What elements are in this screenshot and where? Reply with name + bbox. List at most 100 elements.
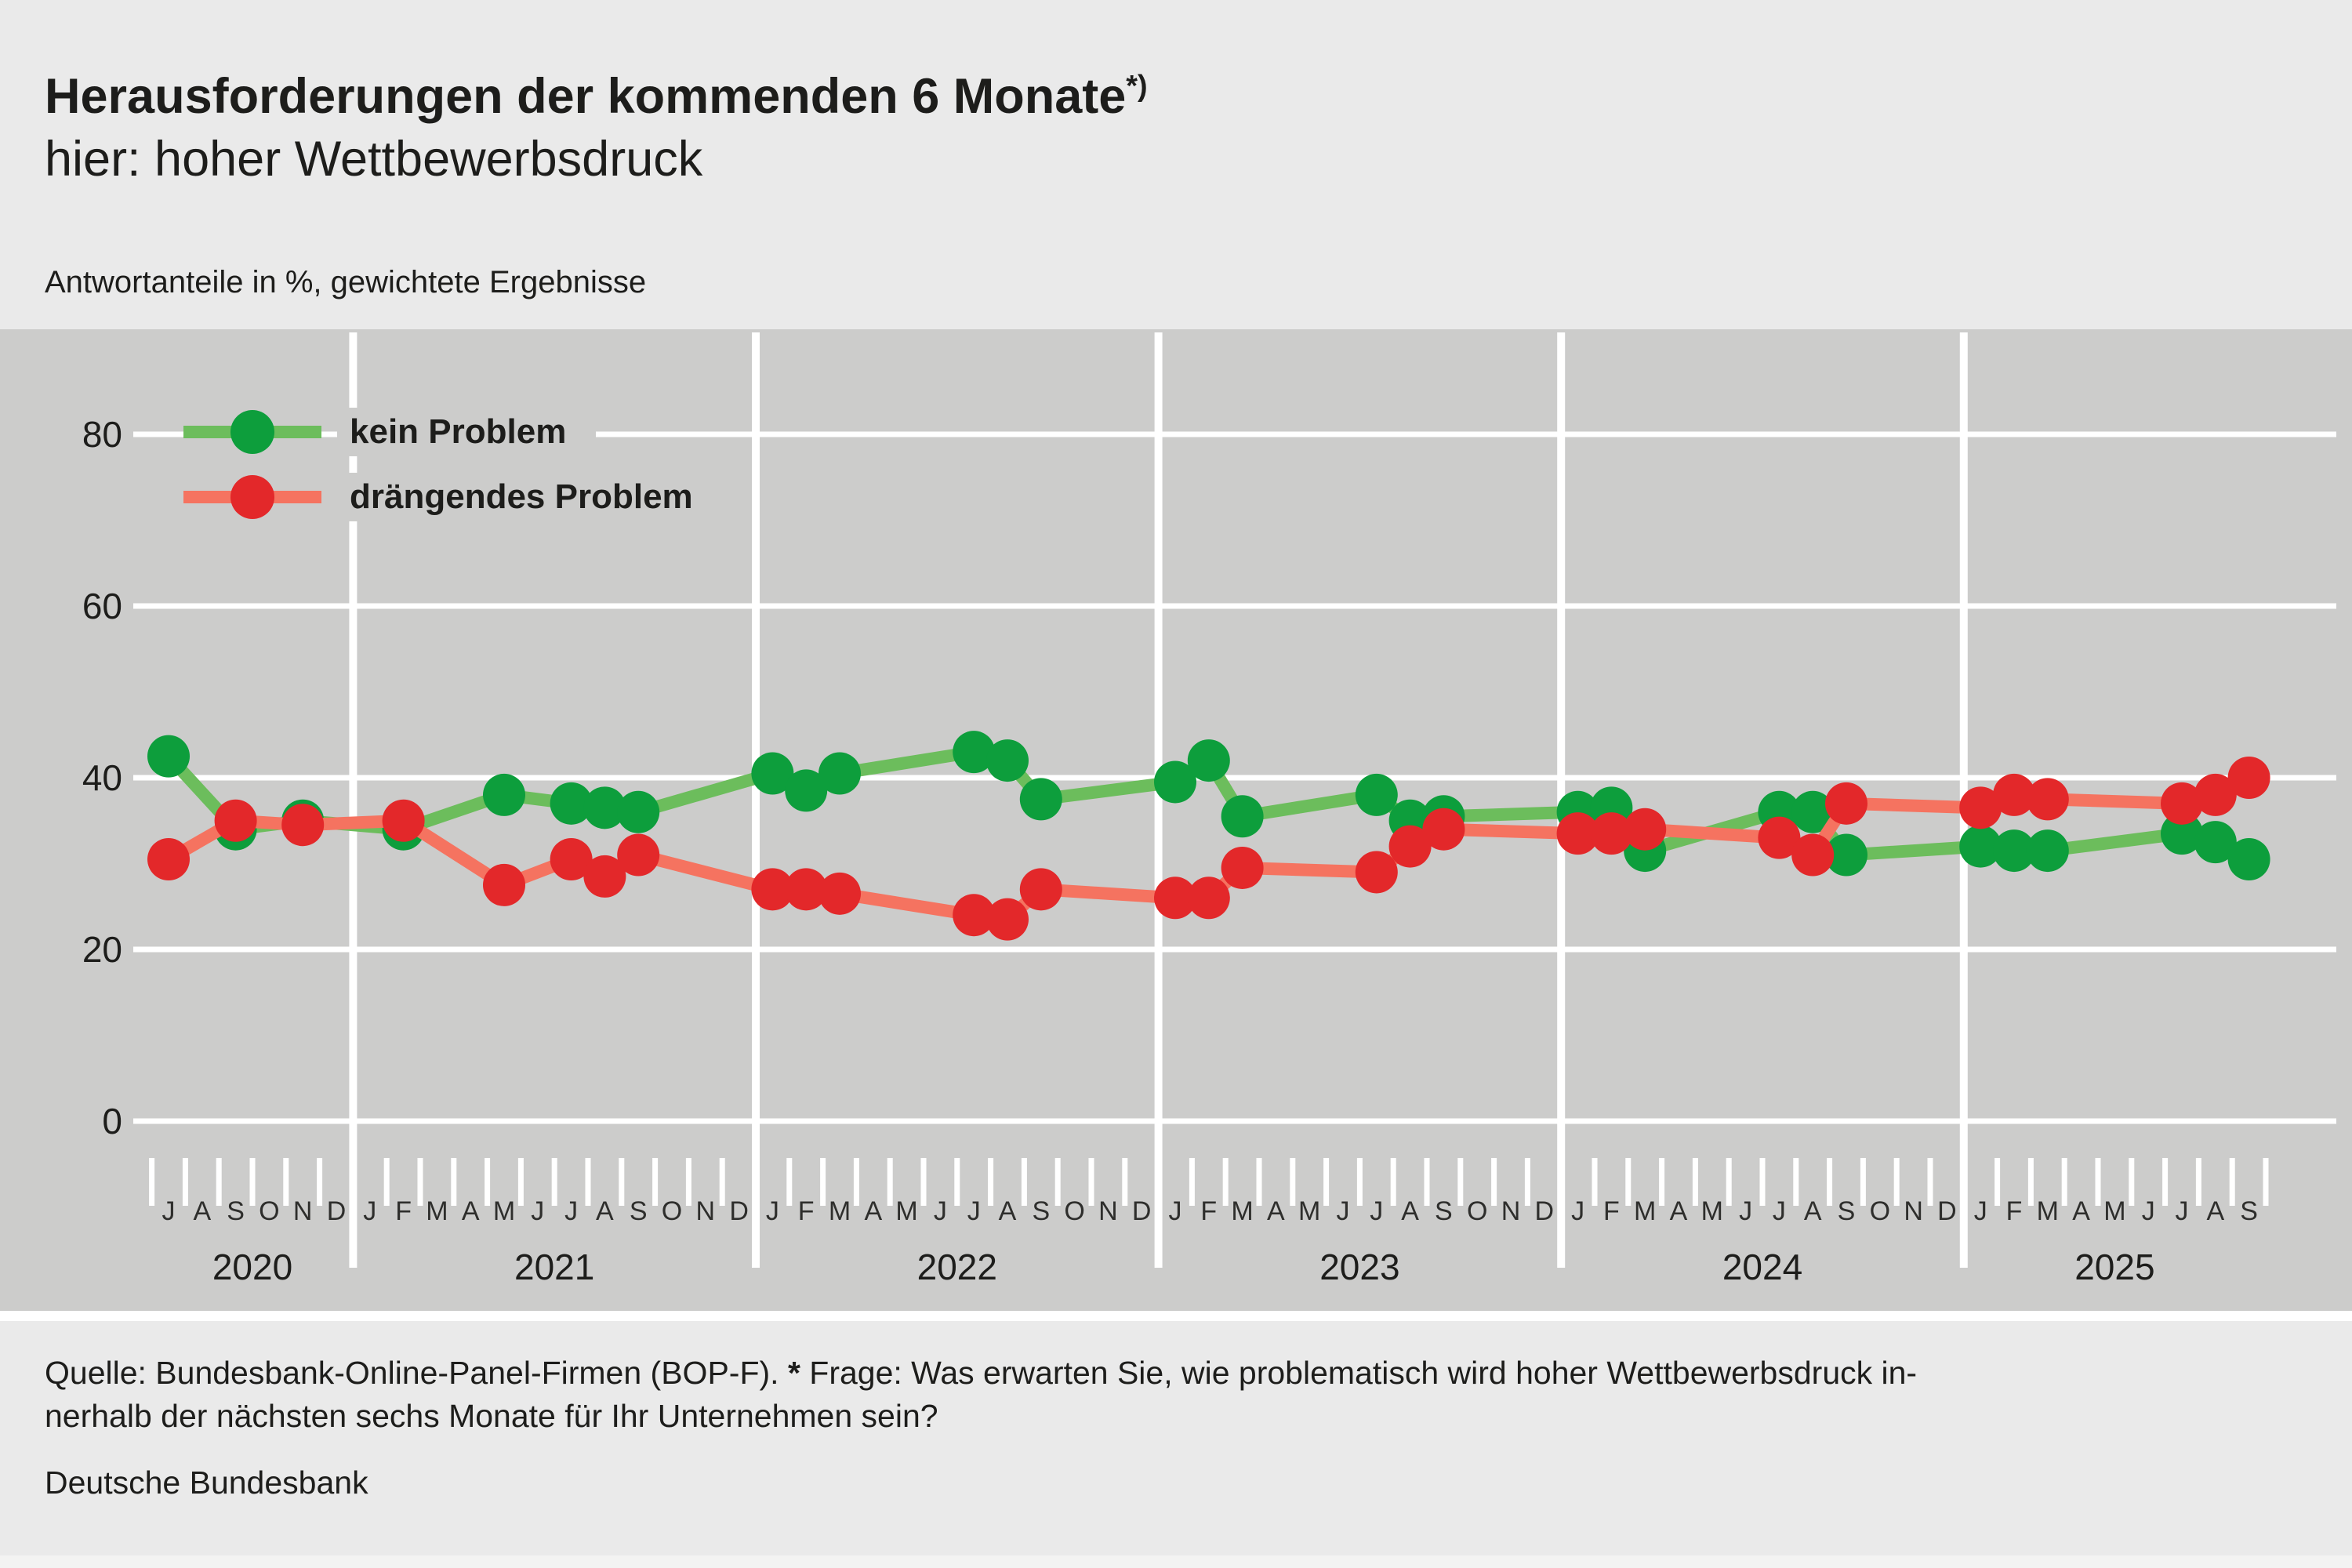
- month-label: J: [1169, 1196, 1182, 1226]
- year-label-2025: 2025: [2074, 1247, 2154, 1287]
- month-label: D: [1132, 1196, 1152, 1226]
- month-label: J: [1773, 1196, 1786, 1226]
- month-label: J: [1974, 1196, 1987, 1226]
- data-point-red-2021-09: [617, 833, 660, 877]
- footnote-frage: Frage: Was erwarten Sie, wie problematis…: [800, 1355, 1918, 1391]
- month-label: O: [1064, 1196, 1084, 1226]
- footnote: Quelle: Bundesbank-Online-Panel-Firmen (…: [45, 1352, 2318, 1438]
- month-label: N: [293, 1196, 313, 1226]
- month-label: A: [2072, 1196, 2090, 1226]
- year-label-2024: 2024: [1722, 1247, 1802, 1287]
- footnote-star: *: [787, 1355, 800, 1391]
- data-point-green-2020-07: [147, 735, 190, 778]
- month-label: J: [2142, 1196, 2155, 1226]
- data-point-red-2024-03: [1624, 808, 1667, 851]
- data-point-green-2022-03: [818, 752, 861, 795]
- month-label: N: [1904, 1196, 1923, 1226]
- data-point-green-2022-01: [751, 752, 794, 795]
- data-point-red-2022-08: [986, 898, 1029, 941]
- y-tick-label-80: 80: [82, 414, 122, 455]
- data-point-green-2025-01: [1959, 825, 2002, 868]
- unit-note: Antwortanteile in %, gewichtete Ergebnis…: [45, 265, 647, 299]
- data-point-red-2022-01: [751, 868, 794, 911]
- footnote-line2: nerhalb der nächsten sechs Monate für Ih…: [45, 1398, 938, 1434]
- data-point-red-2025-01: [1959, 786, 2002, 829]
- month-label: A: [1804, 1196, 1822, 1226]
- data-point-red-2023-09: [1422, 808, 1465, 851]
- data-point-red-2025-08: [2194, 773, 2237, 816]
- month-label: D: [729, 1196, 749, 1226]
- data-point-green-2023-07: [1355, 773, 1398, 816]
- month-label: D: [327, 1196, 347, 1226]
- data-point-red-2021-08: [583, 855, 626, 898]
- month-label: J: [564, 1196, 578, 1226]
- month-label: J: [531, 1196, 544, 1226]
- data-point-red-2023-07: [1355, 851, 1398, 894]
- page-title: Herausforderungen der kommenden 6 Monate…: [45, 55, 1148, 128]
- data-point-green-2023-02: [1187, 739, 1230, 782]
- month-label: S: [1838, 1196, 1856, 1226]
- month-label: F: [1603, 1196, 1620, 1226]
- month-label: J: [2176, 1196, 2189, 1226]
- year-label-2022: 2022: [917, 1247, 997, 1287]
- data-point-green-2025-08: [2194, 821, 2237, 864]
- month-label: S: [1032, 1196, 1050, 1226]
- data-point-red-2022-03: [818, 872, 861, 915]
- data-point-red-2024-09: [1825, 782, 1867, 825]
- data-point-red-2025-02: [1993, 773, 2035, 816]
- y-tick-label-40: 40: [82, 757, 122, 798]
- y-tick-label-20: 20: [82, 929, 122, 970]
- month-label: J: [967, 1196, 981, 1226]
- data-point-green-2022-02: [785, 769, 828, 812]
- month-label: M: [426, 1196, 448, 1226]
- band-footer-divider: [0, 1311, 2352, 1321]
- month-label: O: [1467, 1196, 1487, 1226]
- data-point-red-2022-07: [953, 894, 996, 937]
- month-label: F: [2006, 1196, 2023, 1226]
- month-label: A: [1401, 1196, 1419, 1226]
- data-point-green-2024-09: [1825, 833, 1867, 877]
- month-label: J: [1739, 1196, 1752, 1226]
- data-point-red-2022-09: [1019, 868, 1062, 911]
- data-point-red-2024-07: [1758, 816, 1801, 859]
- data-point-green-2022-07: [953, 731, 996, 774]
- data-point-red-2024-02: [1590, 812, 1633, 855]
- data-point-red-2020-07: [147, 838, 190, 881]
- data-point-red-2021-05: [483, 863, 525, 906]
- data-point-red-2024-01: [1556, 812, 1599, 855]
- month-label: O: [1870, 1196, 1890, 1226]
- month-label: J: [162, 1196, 176, 1226]
- month-label: N: [1501, 1196, 1521, 1226]
- month-label: M: [829, 1196, 851, 1226]
- month-label: A: [864, 1196, 882, 1226]
- title-footnote-marker: *): [1126, 70, 1148, 103]
- month-label: A: [596, 1196, 614, 1226]
- month-label: M: [2103, 1196, 2125, 1226]
- month-label: M: [895, 1196, 917, 1226]
- month-label: M: [493, 1196, 515, 1226]
- month-label: N: [1098, 1196, 1118, 1226]
- month-label: F: [1200, 1196, 1217, 1226]
- data-point-green-2025-09: [2227, 838, 2270, 881]
- source-label: Deutsche Bundesbank: [45, 1465, 368, 1501]
- data-point-green-2023-01: [1154, 760, 1196, 804]
- month-label: J: [363, 1196, 376, 1226]
- y-tick-label-60: 60: [82, 586, 122, 626]
- month-label: M: [1701, 1196, 1723, 1226]
- data-point-red-2022-02: [785, 868, 828, 911]
- month-label: A: [462, 1196, 480, 1226]
- data-point-green-2025-02: [1993, 829, 2035, 873]
- data-point-green-2021-05: [483, 773, 525, 816]
- month-label: M: [1298, 1196, 1320, 1226]
- month-label: J: [766, 1196, 779, 1226]
- page-title-text: Herausforderungen der kommenden 6 Monate: [45, 69, 1127, 124]
- data-point-green-2021-08: [583, 786, 626, 829]
- data-point-green-2022-09: [1019, 778, 1062, 821]
- month-label: M: [1634, 1196, 1656, 1226]
- data-point-red-2025-07: [2161, 782, 2203, 825]
- month-label: D: [1937, 1196, 1957, 1226]
- data-point-red-2020-09: [214, 799, 257, 842]
- month-label: M: [2037, 1196, 2059, 1226]
- data-point-red-2021-07: [550, 838, 593, 881]
